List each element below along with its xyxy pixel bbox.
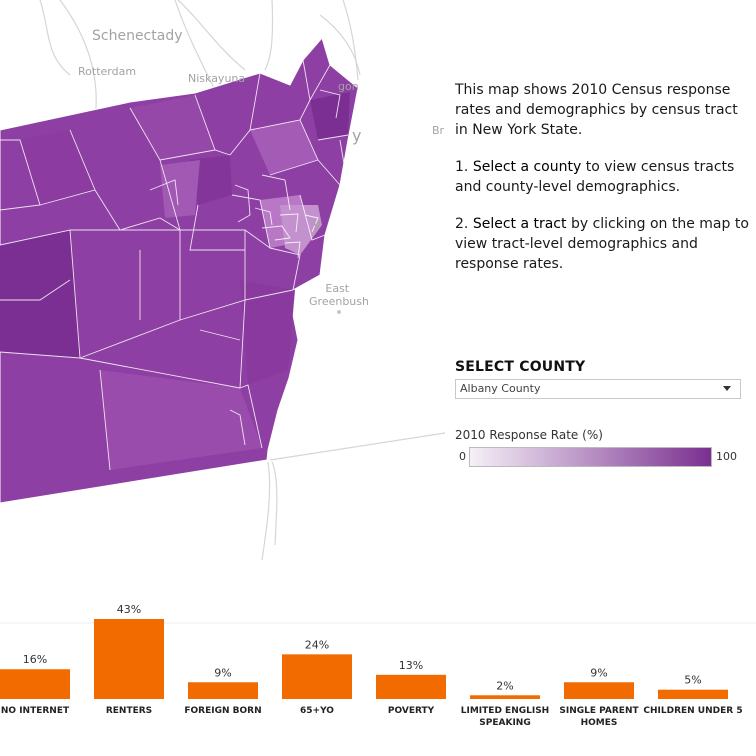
bar-category-label: NO INTERNET: [1, 706, 70, 716]
bar-category-label: FOREIGN BORN: [184, 706, 261, 716]
bar-single-parent-homes[interactable]: [564, 682, 634, 699]
place-label-east-greenbush: East Greenbush: [309, 282, 369, 308]
bar-foreign-born[interactable]: [188, 682, 258, 699]
place-label-schenectady: Schenectady: [92, 28, 183, 44]
bar-category-label: RENTERS: [106, 706, 152, 716]
select-county-title: SELECT COUNTY: [455, 359, 586, 375]
bar-value-label: 2%: [496, 679, 513, 692]
place-label-partial-brunswick: Br: [432, 124, 445, 137]
county-dropdown[interactable]: Albany County: [455, 379, 741, 399]
bar-category-label: LIMITED ENGLISH SPEAKING: [461, 706, 549, 728]
bar-limited-english-speaking[interactable]: [470, 695, 540, 699]
place-labels: Schenectady Rotterdam Niskayuna y y gon …: [78, 28, 445, 314]
bar-renters[interactable]: [94, 619, 164, 699]
bar-value-label: 9%: [214, 666, 231, 679]
bar-children-under-5[interactable]: [658, 689, 728, 699]
info-step-1: 1. Select a county to view census tracts…: [455, 157, 750, 197]
place-label-partial-troy: y: [352, 126, 361, 145]
legend-min-label: 0: [459, 450, 466, 463]
info-step-1-bold: Select a county: [472, 159, 582, 175]
demographics-bar-chart: 16% NO INTERNET 43% RENTERS 9% FOREIGN BORN 24…: [0, 603, 756, 728]
legend-title: 2010 Response Rate (%): [455, 428, 603, 442]
bar-value-label: 9%: [590, 666, 607, 679]
bar-category-label: SINGLE PARENT HOMES: [559, 706, 639, 728]
info-step-2: 2. Select a tract by clicking on the map…: [455, 214, 750, 274]
place-label-niskayuna: Niskayuna: [188, 72, 245, 85]
info-intro: This map shows 2010 Census response rate…: [455, 82, 738, 138]
info-step-2-bold: Select a tract: [472, 216, 567, 232]
tract-patches: [0, 92, 350, 470]
bar-65-yo[interactable]: [282, 654, 352, 699]
bar-category-label: POVERTY: [388, 706, 435, 716]
info-step-2-text: by clicking on the map to view tract-lev…: [455, 216, 749, 272]
county-dropdown-value: Albany County: [460, 382, 541, 395]
place-label-partial-albany: y: [312, 214, 321, 233]
legend-color-ramp: [469, 447, 712, 467]
place-label-partial-cohoes: gon: [338, 80, 359, 93]
info-step-2-number: 2.: [455, 216, 469, 232]
bar-category-label: CHILDREN UNDER 5: [643, 706, 742, 716]
bar-value-label: 24%: [305, 638, 329, 651]
info-panel: This map shows 2010 Census response rate…: [455, 80, 750, 291]
bar-no-internet[interactable]: [0, 669, 70, 699]
tract-boundaries: [0, 59, 349, 471]
bar-value-label: 16%: [23, 653, 47, 666]
road-layer: [39, 0, 446, 561]
bar-value-label: 5%: [684, 674, 701, 687]
bar-value-label: 13%: [399, 659, 423, 672]
info-step-1-text: to view census tracts and county-level d…: [455, 159, 735, 195]
chevron-down-icon[interactable]: [723, 386, 731, 391]
place-dot-east-greenbush: [337, 310, 341, 314]
bar-category-label: 65+YO: [300, 706, 334, 716]
legend-max-label: 100: [716, 450, 737, 463]
bar-value-label: 43%: [117, 603, 141, 616]
info-step-1-number: 1.: [455, 159, 469, 175]
census-map[interactable]: Schenectady Rotterdam Niskayuna y y gon …: [0, 0, 756, 600]
bar-poverty[interactable]: [376, 674, 446, 699]
place-label-rotterdam: Rotterdam: [78, 65, 136, 78]
